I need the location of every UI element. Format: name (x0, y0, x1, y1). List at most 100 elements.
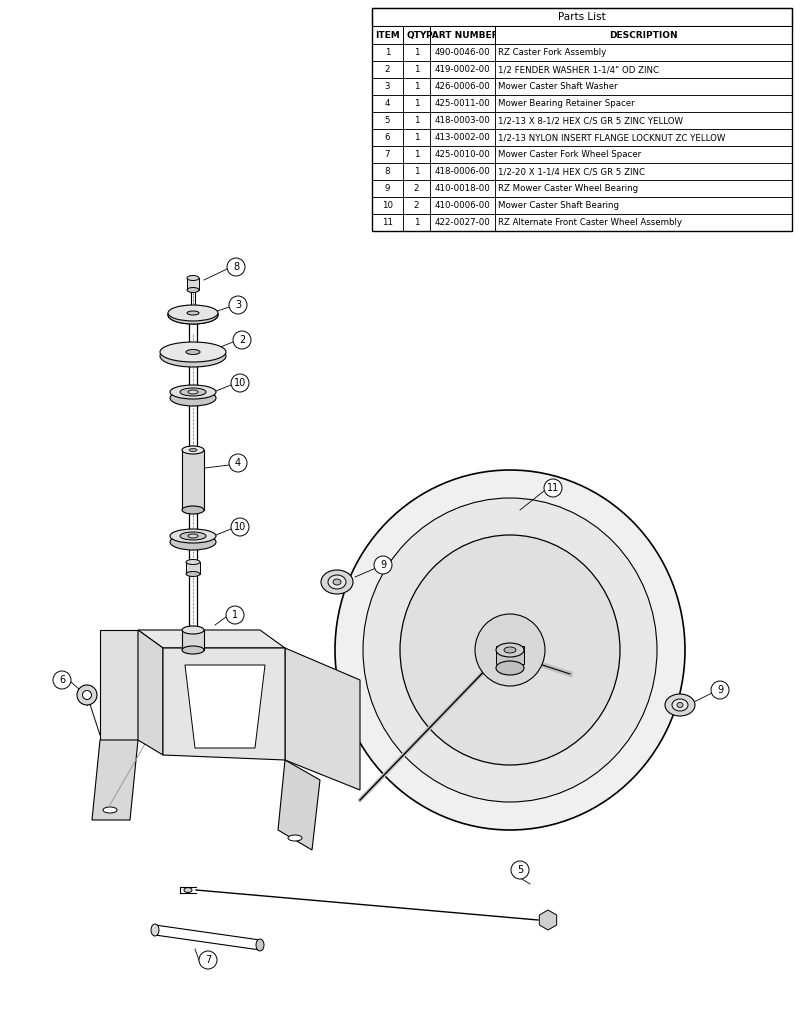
Text: 3: 3 (385, 82, 390, 91)
Text: 410-0006-00: 410-0006-00 (434, 201, 490, 210)
Ellipse shape (170, 534, 216, 550)
Bar (430, 130, 495, 146)
Bar (372, 78, 403, 95)
Circle shape (233, 330, 251, 349)
Ellipse shape (677, 702, 683, 708)
Circle shape (231, 374, 249, 392)
Bar (403, 95, 430, 112)
Bar (372, 95, 403, 112)
Bar (372, 8, 792, 26)
Text: 7: 7 (385, 150, 390, 159)
Ellipse shape (256, 939, 264, 951)
Text: 1/2-20 X 1-1/4 HEX C/S GR 5 ZINC: 1/2-20 X 1-1/4 HEX C/S GR 5 ZINC (498, 167, 645, 176)
Ellipse shape (160, 342, 226, 362)
Bar (372, 163, 403, 180)
Text: 1: 1 (414, 167, 419, 176)
Text: 5: 5 (385, 116, 390, 125)
Ellipse shape (496, 661, 524, 675)
Text: 6: 6 (59, 675, 65, 685)
Ellipse shape (182, 447, 204, 454)
Bar (372, 197, 403, 214)
Text: 4: 4 (235, 458, 241, 468)
Text: 9: 9 (717, 685, 723, 695)
Text: 418-0006-00: 418-0006-00 (434, 167, 490, 176)
Polygon shape (185, 665, 265, 748)
Bar (430, 197, 495, 214)
Ellipse shape (321, 570, 353, 594)
Bar (495, 78, 792, 95)
Text: 2: 2 (239, 335, 245, 345)
Bar (182, 450, 204, 510)
Ellipse shape (187, 276, 199, 281)
Ellipse shape (170, 529, 216, 543)
Ellipse shape (187, 311, 199, 315)
Circle shape (53, 671, 71, 689)
Bar (372, 26, 403, 44)
Bar (403, 78, 430, 95)
Text: DESCRIPTION: DESCRIPTION (609, 30, 678, 39)
Polygon shape (100, 630, 138, 740)
Bar (495, 146, 792, 163)
Ellipse shape (82, 691, 91, 699)
Bar (495, 26, 792, 44)
Polygon shape (92, 740, 138, 821)
Ellipse shape (184, 888, 192, 892)
Bar (372, 146, 403, 163)
Bar (186, 562, 200, 574)
Bar (495, 95, 792, 112)
Bar (403, 214, 430, 231)
Ellipse shape (77, 685, 97, 706)
Circle shape (229, 296, 247, 314)
Ellipse shape (496, 643, 524, 657)
Circle shape (544, 479, 562, 497)
Bar (187, 278, 199, 290)
Ellipse shape (475, 614, 545, 686)
Ellipse shape (151, 924, 159, 936)
Bar (430, 26, 495, 44)
Text: 6: 6 (385, 133, 390, 142)
Polygon shape (278, 760, 320, 850)
Text: 1: 1 (414, 116, 419, 125)
Ellipse shape (168, 306, 218, 324)
Ellipse shape (170, 390, 216, 406)
Text: 1/2-13 X 8-1/2 HEX C/S GR 5 ZINC YELLOW: 1/2-13 X 8-1/2 HEX C/S GR 5 ZINC YELLOW (498, 116, 683, 125)
Circle shape (199, 951, 217, 969)
Text: 8: 8 (385, 167, 390, 176)
Ellipse shape (187, 288, 199, 292)
Ellipse shape (180, 533, 206, 540)
Polygon shape (163, 648, 285, 760)
Bar (403, 146, 430, 163)
Text: 410-0018-00: 410-0018-00 (434, 184, 490, 193)
Ellipse shape (182, 626, 204, 634)
Text: 2: 2 (385, 65, 390, 74)
Text: QTY: QTY (406, 30, 426, 39)
Bar (495, 112, 792, 130)
Text: Parts List: Parts List (558, 12, 606, 22)
Text: 9: 9 (380, 560, 386, 570)
Bar (495, 163, 792, 180)
Ellipse shape (400, 535, 620, 765)
Text: 7: 7 (205, 955, 211, 965)
Bar (430, 61, 495, 78)
Ellipse shape (188, 390, 198, 394)
Ellipse shape (665, 694, 695, 716)
Text: RZ Alternate Front Caster Wheel Assembly: RZ Alternate Front Caster Wheel Assembly (498, 218, 682, 227)
Bar (430, 146, 495, 163)
Text: ITEM: ITEM (375, 30, 400, 39)
Bar (495, 180, 792, 197)
Ellipse shape (189, 449, 197, 452)
Bar (372, 214, 403, 231)
Bar (495, 44, 792, 61)
Polygon shape (285, 648, 360, 790)
Bar (495, 214, 792, 231)
Circle shape (374, 556, 392, 574)
Bar (430, 78, 495, 95)
Text: 1: 1 (414, 150, 419, 159)
Bar (495, 197, 792, 214)
Text: 1/2 FENDER WASHER 1-1/4" OD ZINC: 1/2 FENDER WASHER 1-1/4" OD ZINC (498, 65, 659, 74)
Ellipse shape (170, 385, 216, 399)
Text: 10: 10 (234, 522, 246, 533)
Bar (403, 26, 430, 44)
Text: 1/2-13 NYLON INSERT FLANGE LOCKNUT ZC YELLOW: 1/2-13 NYLON INSERT FLANGE LOCKNUT ZC YE… (498, 133, 726, 142)
Bar (403, 180, 430, 197)
